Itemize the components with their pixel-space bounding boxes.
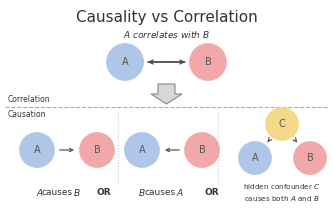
Circle shape bbox=[238, 141, 271, 174]
Circle shape bbox=[125, 133, 160, 168]
Text: A: A bbox=[34, 145, 40, 155]
Text: B: B bbox=[198, 145, 205, 155]
Circle shape bbox=[80, 133, 115, 168]
Text: causes both $A$ and $B$: causes both $A$ and $B$ bbox=[244, 194, 320, 202]
Text: OR: OR bbox=[97, 188, 111, 196]
Circle shape bbox=[293, 141, 326, 174]
Text: causes: causes bbox=[41, 188, 73, 196]
Text: C: C bbox=[279, 119, 285, 129]
Text: $B$: $B$ bbox=[73, 186, 81, 198]
Text: B: B bbox=[307, 153, 313, 163]
Circle shape bbox=[20, 133, 55, 168]
Text: OR: OR bbox=[205, 188, 219, 196]
Text: $A$: $A$ bbox=[176, 186, 184, 198]
Circle shape bbox=[107, 44, 144, 81]
Text: A: A bbox=[252, 153, 258, 163]
Text: Causality vs Correlation: Causality vs Correlation bbox=[76, 10, 257, 25]
Text: B: B bbox=[204, 57, 211, 67]
Text: $A$ correlates with $B$: $A$ correlates with $B$ bbox=[123, 28, 210, 40]
Text: hidden confounder $C$: hidden confounder $C$ bbox=[243, 182, 321, 190]
Text: Correlation: Correlation bbox=[8, 95, 51, 104]
Circle shape bbox=[189, 44, 226, 81]
Text: $A$: $A$ bbox=[36, 186, 44, 198]
Text: A: A bbox=[122, 57, 128, 67]
Circle shape bbox=[184, 133, 219, 168]
Text: $B$: $B$ bbox=[138, 186, 146, 198]
Text: A: A bbox=[139, 145, 145, 155]
Text: causes: causes bbox=[145, 188, 175, 196]
Text: B: B bbox=[94, 145, 100, 155]
Polygon shape bbox=[151, 84, 182, 104]
Text: Causation: Causation bbox=[8, 110, 47, 119]
Circle shape bbox=[265, 107, 298, 141]
